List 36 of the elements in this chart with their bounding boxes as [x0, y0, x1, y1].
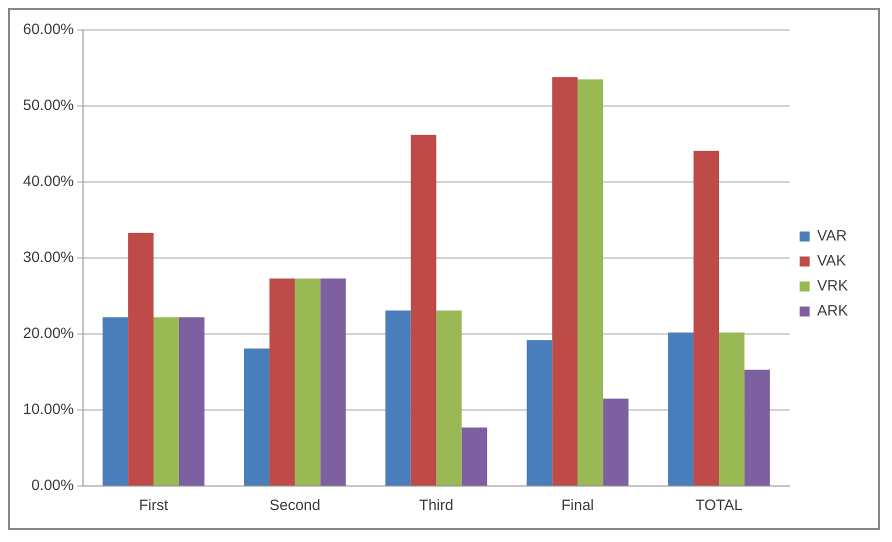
y-tick-label: 10.00%	[23, 401, 74, 418]
bar	[718, 332, 744, 486]
bar	[436, 310, 462, 486]
y-tick-label: 50.00%	[23, 97, 74, 114]
bar	[154, 317, 179, 486]
bar	[410, 134, 436, 486]
bar	[744, 370, 770, 486]
y-tick-label: 0.00%	[31, 477, 74, 494]
x-tick-label: Second	[269, 497, 320, 514]
legend-label: VAK	[817, 252, 846, 270]
bar	[462, 427, 488, 486]
bar	[578, 79, 604, 486]
bar	[526, 340, 552, 486]
bar	[128, 232, 154, 486]
x-tick-label: Third	[419, 497, 454, 514]
bar	[269, 278, 295, 486]
bar	[294, 278, 320, 486]
y-tick-label: 60.00%	[23, 21, 74, 38]
x-tick-label: Final	[561, 497, 594, 514]
bar	[603, 398, 629, 486]
legend-label: VRK	[817, 278, 848, 295]
y-tick-label: 40.00%	[23, 173, 74, 190]
bar	[668, 332, 694, 486]
bar	[178, 317, 204, 486]
legend-label: VAR	[817, 228, 848, 245]
bar	[385, 310, 411, 486]
bar	[320, 278, 346, 486]
y-tick-label: 20.00%	[23, 325, 74, 342]
x-tick-label: TOTAL	[695, 497, 742, 514]
bar	[102, 317, 128, 486]
y-tick-label: 30.00%	[23, 249, 74, 266]
bar	[552, 77, 578, 486]
bar	[694, 150, 719, 486]
x-tick-label: First	[138, 497, 169, 514]
bar	[244, 348, 270, 486]
legend-label: ARK	[817, 302, 848, 320]
